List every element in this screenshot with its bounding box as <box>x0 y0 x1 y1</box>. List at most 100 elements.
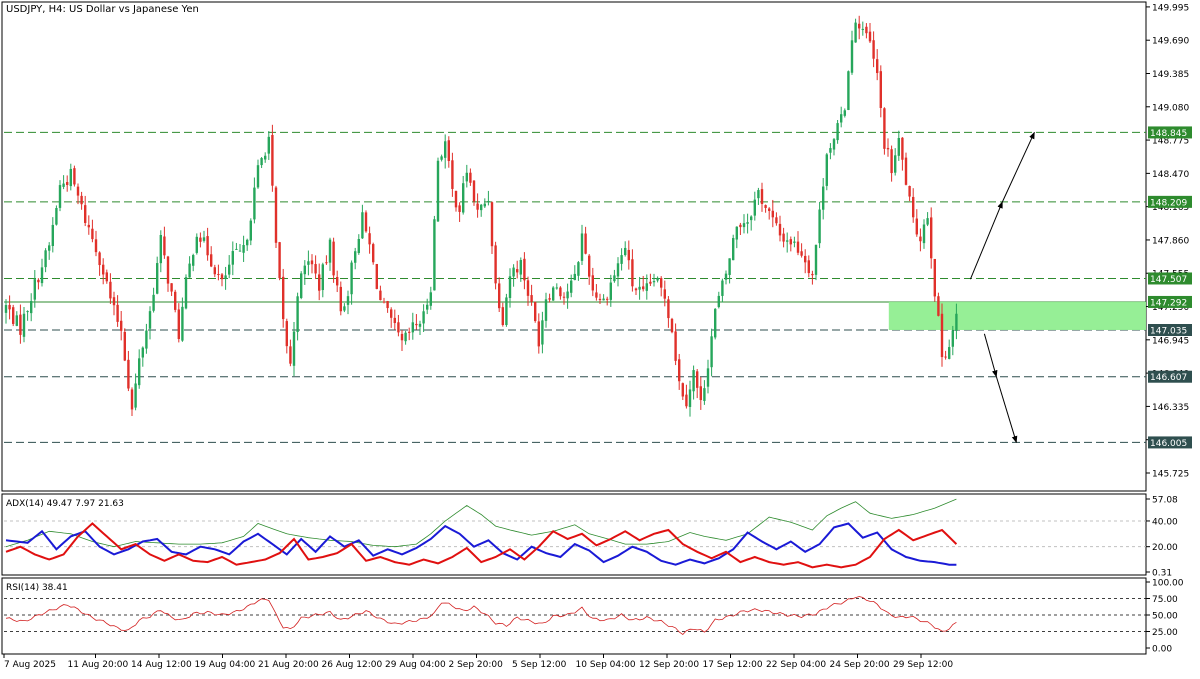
projection-arrows <box>969 131 1035 444</box>
candle-body <box>573 273 576 280</box>
candle-body <box>836 123 839 141</box>
candle-body <box>631 259 634 287</box>
rsi-tick-label: 0.00 <box>1152 645 1172 655</box>
candle-body <box>346 296 350 305</box>
candle-body <box>937 296 940 316</box>
candle-body <box>951 330 954 347</box>
candle-body <box>807 260 810 274</box>
time-tick-label: 29 Sep 12:00 <box>893 660 953 670</box>
candle-body <box>570 280 573 293</box>
candle-body <box>530 295 533 302</box>
candle-body <box>865 26 868 34</box>
price-tick-label: 148.775 <box>1152 137 1189 147</box>
adx-tick-label: 0.31 <box>1152 569 1172 579</box>
candle-body <box>447 140 450 161</box>
candle-body <box>944 356 947 358</box>
candle-body <box>94 239 98 253</box>
candle-body <box>307 261 310 265</box>
candle-body <box>354 251 357 263</box>
candle-body <box>84 205 87 223</box>
level-badge-147.507 <box>1148 272 1192 285</box>
candle-body <box>818 209 821 244</box>
candle-body <box>537 321 540 347</box>
candle-body <box>926 218 929 225</box>
candle-body <box>184 277 188 309</box>
candle-body <box>642 286 645 290</box>
candle-body <box>822 186 825 210</box>
time-tick-label: 17 Sep 12:00 <box>703 660 763 670</box>
candle-body <box>462 183 465 213</box>
candle-body <box>300 273 303 298</box>
candle-body <box>318 274 321 291</box>
candle-body <box>577 262 580 276</box>
candle-body <box>213 267 216 275</box>
level-price-labels: 148.845 148.209 147.507 147.292 147.035 146.6… <box>1148 126 1192 449</box>
candle-body <box>804 255 807 263</box>
level-badge-146.005 <box>1148 436 1192 449</box>
candle-body <box>721 280 724 296</box>
candle-body <box>706 368 710 387</box>
candle-body <box>148 311 152 329</box>
candle-body <box>656 277 659 281</box>
candle-body <box>192 255 195 266</box>
level-label-148.845: 148.845 <box>1150 129 1187 139</box>
price-tick-label: 146.335 <box>1152 403 1189 413</box>
candle-body <box>922 224 926 244</box>
candle-body <box>58 185 62 208</box>
candle-body <box>267 136 270 154</box>
candle-body <box>181 306 184 341</box>
time-tick-label: 14 Aug 12:00 <box>131 660 192 670</box>
candle-body <box>454 190 458 208</box>
candle-body <box>858 23 861 29</box>
candle-body <box>357 238 360 254</box>
candle-body <box>62 183 65 187</box>
candle-body <box>526 280 530 296</box>
candle-body <box>850 40 854 73</box>
rsi-tick-label: 75.00 <box>1152 595 1178 605</box>
candle-body <box>476 203 479 210</box>
candle-body <box>339 286 342 312</box>
candle-body <box>8 304 11 310</box>
candle-body <box>508 276 512 299</box>
candle-body <box>490 202 494 247</box>
candle-body <box>616 263 620 277</box>
candle-body <box>418 323 422 327</box>
level-badge-147.292 <box>1148 295 1192 308</box>
candle-body <box>696 371 699 388</box>
candle-body <box>717 295 720 308</box>
candle-body <box>886 147 890 150</box>
candle-body <box>12 307 15 324</box>
candle-body <box>310 260 314 265</box>
candle-body <box>177 309 180 340</box>
candle-body <box>598 298 602 300</box>
rsi-tick-label: 50.00 <box>1152 612 1178 622</box>
candle-body <box>555 287 558 289</box>
candle-body <box>732 238 735 261</box>
candle-body <box>678 359 681 382</box>
price-axis: 149.995 149.690 149.385 149.080 148.775 148.4… <box>1146 3 1189 479</box>
candle-body <box>811 273 814 276</box>
time-tick-label: 19 Aug 04:00 <box>195 660 256 670</box>
candle-body <box>422 311 425 324</box>
adx-tick-label: 20.00 <box>1152 543 1178 553</box>
candle-body <box>894 155 897 173</box>
candle-body <box>670 318 674 333</box>
candle-body <box>516 269 519 273</box>
candle-body <box>152 294 155 311</box>
candle-body <box>109 281 112 299</box>
candle-body <box>408 331 411 333</box>
candle-body <box>472 180 476 202</box>
candle-body <box>544 299 548 321</box>
candle-body <box>948 347 951 359</box>
candle-body <box>930 217 933 259</box>
candle-body <box>368 233 371 245</box>
candle-body <box>436 160 440 222</box>
candle-body <box>832 139 836 150</box>
candle-body <box>332 241 335 276</box>
price-tick-label: 147.250 <box>1152 303 1189 313</box>
candle-body <box>789 239 792 245</box>
candle-body <box>444 141 447 158</box>
rsi-indicator-label: RSI(14) 38.41 <box>6 583 68 593</box>
candle-body <box>246 239 249 246</box>
